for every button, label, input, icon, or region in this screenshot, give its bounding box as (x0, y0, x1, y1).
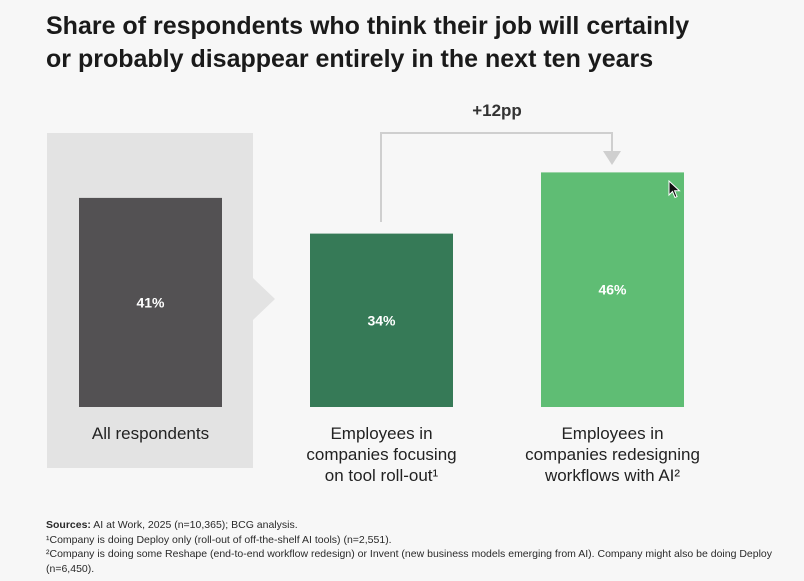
sources-label: Sources: (46, 519, 91, 531)
footnote-1: ¹Company is doing Deploy only (roll-out … (46, 533, 392, 546)
category-label-2: Employees in companies focusing on tool ro… (306, 424, 456, 485)
delta-label: +12pp (472, 101, 522, 120)
delta-arrowhead (603, 151, 621, 165)
bar-3 (541, 172, 684, 407)
delta-bracket (380, 132, 613, 222)
bar-chart: +12pp 41% All respondents 34% Employees in c… (47, 101, 700, 485)
value-label-1: 41% (136, 294, 165, 310)
value-label-3: 46% (598, 282, 627, 298)
category-label-1: All respondents (92, 424, 209, 443)
mouse-cursor-icon (668, 180, 681, 199)
chart-title: Share of respondents who think their job… (46, 10, 786, 76)
chart-title-line-2: or probably disappear entirely in the ne… (46, 45, 654, 73)
footnote-2: ²Company is doing some Reshape (end-to-e… (46, 548, 773, 575)
category-label-2-line-3: on tool roll-out¹ (325, 466, 439, 485)
category-label-3-line-2: companies redesigning (525, 445, 700, 464)
chart-title-line-1: Share of respondents who think their job… (46, 12, 690, 40)
category-label-3-line-1: Employees in (561, 424, 663, 443)
category-label-2-line-1: Employees in (330, 424, 432, 443)
bar-2 (310, 233, 453, 407)
sources-text: AI at Work, 2025 (n=10,365); BCG analysi… (90, 519, 298, 531)
value-label-2: 34% (367, 312, 396, 328)
footnotes: Sources: AI at Work, 2025 (n=10,365); BC… (46, 518, 776, 576)
category-label-3: Employees in companies redesigning workflo… (525, 424, 700, 485)
sources-line: Sources: AI at Work, 2025 (n=10,365); BC… (46, 518, 776, 533)
bar-1 (79, 197, 222, 407)
category-label-1-line-1: All respondents (92, 424, 209, 443)
category-label-2-line-2: companies focusing (306, 445, 456, 464)
category-label-3-line-3: workflows with AI² (544, 466, 680, 485)
